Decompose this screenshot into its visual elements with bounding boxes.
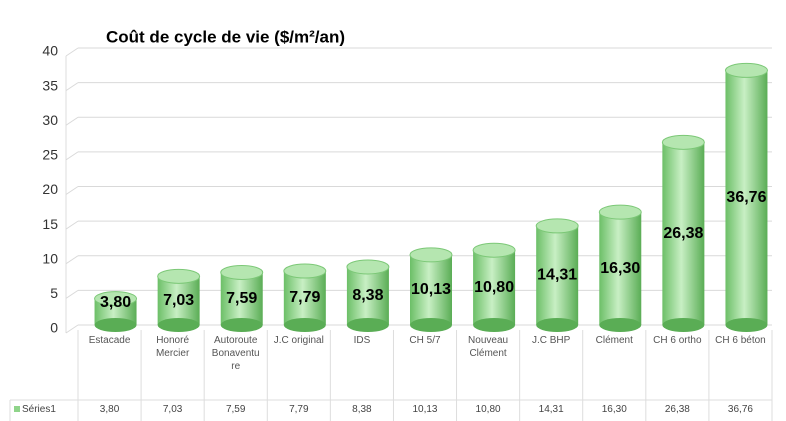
- x-tick-label: CH 6 ortho: [653, 335, 702, 346]
- bar-top: [598, 204, 642, 220]
- data-label: 36,76: [726, 189, 766, 206]
- bar-top: [220, 264, 264, 280]
- bar: [725, 70, 768, 325]
- bar-bottom: [662, 318, 705, 332]
- x-tick-label: J.C BHP: [531, 335, 571, 346]
- bar-bottom: [346, 318, 389, 332]
- y-tick-label: 5: [50, 285, 58, 301]
- bar: [599, 212, 642, 325]
- bar-top: [283, 263, 327, 279]
- table-value: 26,38: [664, 404, 690, 415]
- table-value: 16,30: [601, 404, 627, 415]
- legend-label: Séries1: [22, 404, 56, 415]
- table-value: 7,03: [162, 404, 183, 415]
- bar: [536, 225, 579, 325]
- table-value: 14,31: [538, 404, 564, 415]
- y-tick-label: 20: [42, 181, 58, 197]
- bar: [410, 254, 452, 325]
- bar-top: [472, 242, 516, 258]
- x-tick-label: Nouveau Clément: [468, 335, 509, 359]
- grid-line: [65, 82, 79, 92]
- bar-top: [94, 291, 138, 307]
- data-label: 7,03: [163, 292, 194, 309]
- table-value: 10,80: [475, 404, 501, 415]
- bar-bottom: [536, 318, 579, 332]
- table-value: 36,76: [727, 404, 753, 415]
- data-label: 16,30: [600, 260, 640, 277]
- bar-top: [661, 134, 705, 150]
- table-value: 10,13: [412, 404, 438, 415]
- table-value: 7,79: [289, 404, 309, 415]
- y-tick-label: 10: [42, 250, 58, 266]
- y-tick-label: 0: [50, 320, 58, 336]
- grid-line: [65, 47, 79, 57]
- x-tick-label: IDS: [353, 335, 371, 346]
- grid-line: [65, 116, 79, 126]
- bar-top: [409, 247, 453, 263]
- y-tick-label: 40: [42, 43, 58, 59]
- legend-swatch: [14, 406, 20, 412]
- bar-bottom: [220, 318, 263, 332]
- grid-line: [65, 255, 79, 265]
- bar-bottom: [157, 318, 200, 332]
- bar-bottom: [410, 318, 452, 332]
- x-tick-label: Clément: [595, 335, 633, 346]
- data-label: 10,80: [474, 279, 514, 296]
- x-tick-label: Honoré Mercier: [155, 335, 190, 359]
- data-label: 14,31: [537, 267, 577, 284]
- bar-bottom: [94, 318, 137, 332]
- data-label: 26,38: [663, 225, 703, 242]
- table-value: 3,80: [99, 404, 120, 415]
- grid-line: [65, 151, 79, 161]
- bar-bottom: [283, 318, 326, 332]
- bar-top: [346, 259, 390, 275]
- chart-title: Coût de cycle de vie ($/m²/an): [106, 27, 345, 46]
- x-tick-label: CH 5/7: [409, 335, 441, 346]
- x-tick-label: Autoroute Bonaventure: [211, 335, 260, 372]
- grid-line: [65, 289, 79, 299]
- bar-top: [724, 62, 768, 78]
- bar-bottom: [725, 318, 768, 332]
- bar: [473, 250, 516, 325]
- data-label: 8,38: [352, 287, 383, 304]
- bar: [220, 272, 263, 325]
- bar-top: [157, 268, 201, 284]
- x-tick-label: CH 6 béton: [715, 335, 766, 346]
- y-tick-label: 30: [42, 112, 58, 128]
- bar-bottom: [473, 318, 516, 332]
- x-tick-label: Estacade: [88, 335, 131, 346]
- grid-line: [65, 220, 79, 230]
- grid-line: [65, 186, 79, 195]
- bar: [662, 142, 705, 325]
- grid-line: [65, 324, 79, 334]
- bar-top: [535, 218, 579, 234]
- data-label: 3,80: [100, 294, 131, 311]
- bar-bottom: [599, 318, 642, 332]
- bar: [283, 271, 326, 325]
- table-value: 7,59: [225, 404, 246, 415]
- bar: [157, 276, 200, 325]
- y-tick-label: 15: [42, 216, 58, 232]
- data-label: 7,59: [226, 290, 257, 307]
- x-tick-label: J.C original: [273, 335, 324, 346]
- y-tick-label: 35: [42, 77, 58, 93]
- y-tick-label: 25: [42, 147, 58, 163]
- data-label: 10,13: [411, 281, 451, 298]
- bar: [346, 266, 389, 325]
- data-label: 7,79: [289, 289, 320, 306]
- table-value: 8,38: [352, 404, 372, 415]
